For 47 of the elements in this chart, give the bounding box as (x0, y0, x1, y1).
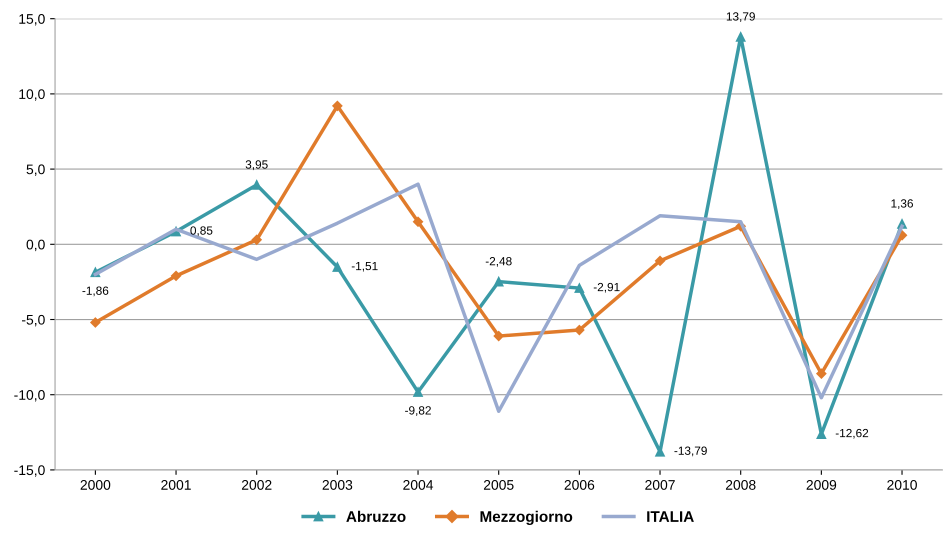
x-tick-label: 2001 (161, 480, 191, 490)
x-tick-label: 2005 (484, 480, 514, 490)
legend-label: ITALIA (647, 511, 694, 522)
y-tick-label: 15,0 (19, 14, 45, 26)
y-tick-label: -15,0 (14, 465, 45, 477)
x-tick-label: 2010 (887, 480, 917, 490)
legend-label: Abruzzo (346, 510, 406, 522)
point (494, 276, 504, 286)
data-label: -12,62 (836, 428, 868, 439)
point (736, 32, 746, 42)
point (412, 216, 424, 227)
data-label: 13,79 (726, 12, 755, 22)
data-label: -9,82 (405, 406, 431, 416)
y-tick-label: -10,0 (14, 390, 45, 402)
data-label: 0,85 (190, 226, 212, 236)
data-label: 1,36 (891, 199, 913, 210)
data-label: -2,91 (594, 282, 620, 293)
point (170, 270, 182, 282)
data-label: -1,51 (352, 262, 378, 272)
point (654, 256, 666, 266)
point (574, 324, 584, 336)
x-tick-label: 2002 (242, 480, 272, 490)
x-tick-label: 2000 (80, 480, 110, 490)
legend-label: Mezzogiorno (480, 510, 572, 526)
data-label: -13,79 (674, 446, 707, 456)
point (252, 180, 262, 190)
y-tick-label: -5,0 (22, 314, 45, 326)
y-tick-label: 0,0 (26, 240, 45, 252)
point (816, 368, 826, 379)
point (252, 234, 262, 245)
x-tick-label: 2004 (403, 480, 434, 490)
point (90, 317, 100, 328)
y-tick-label: 10,0 (19, 89, 45, 101)
x-tick-label: 2006 (564, 480, 594, 490)
point (494, 330, 504, 342)
x-tick-label: 2003 (322, 480, 352, 490)
x-tick-label: 2007 (645, 480, 675, 490)
x-tick-label: 2008 (726, 480, 756, 490)
point (413, 387, 423, 397)
data-label: -2,48 (486, 257, 512, 267)
data-label: 3,95 (246, 160, 268, 170)
x-tick-label: 2009 (806, 480, 836, 490)
point (332, 262, 342, 272)
point (332, 100, 342, 112)
data-label: -1,86 (82, 286, 108, 296)
point (574, 283, 584, 293)
y-tick-label: 5,0 (26, 164, 45, 176)
